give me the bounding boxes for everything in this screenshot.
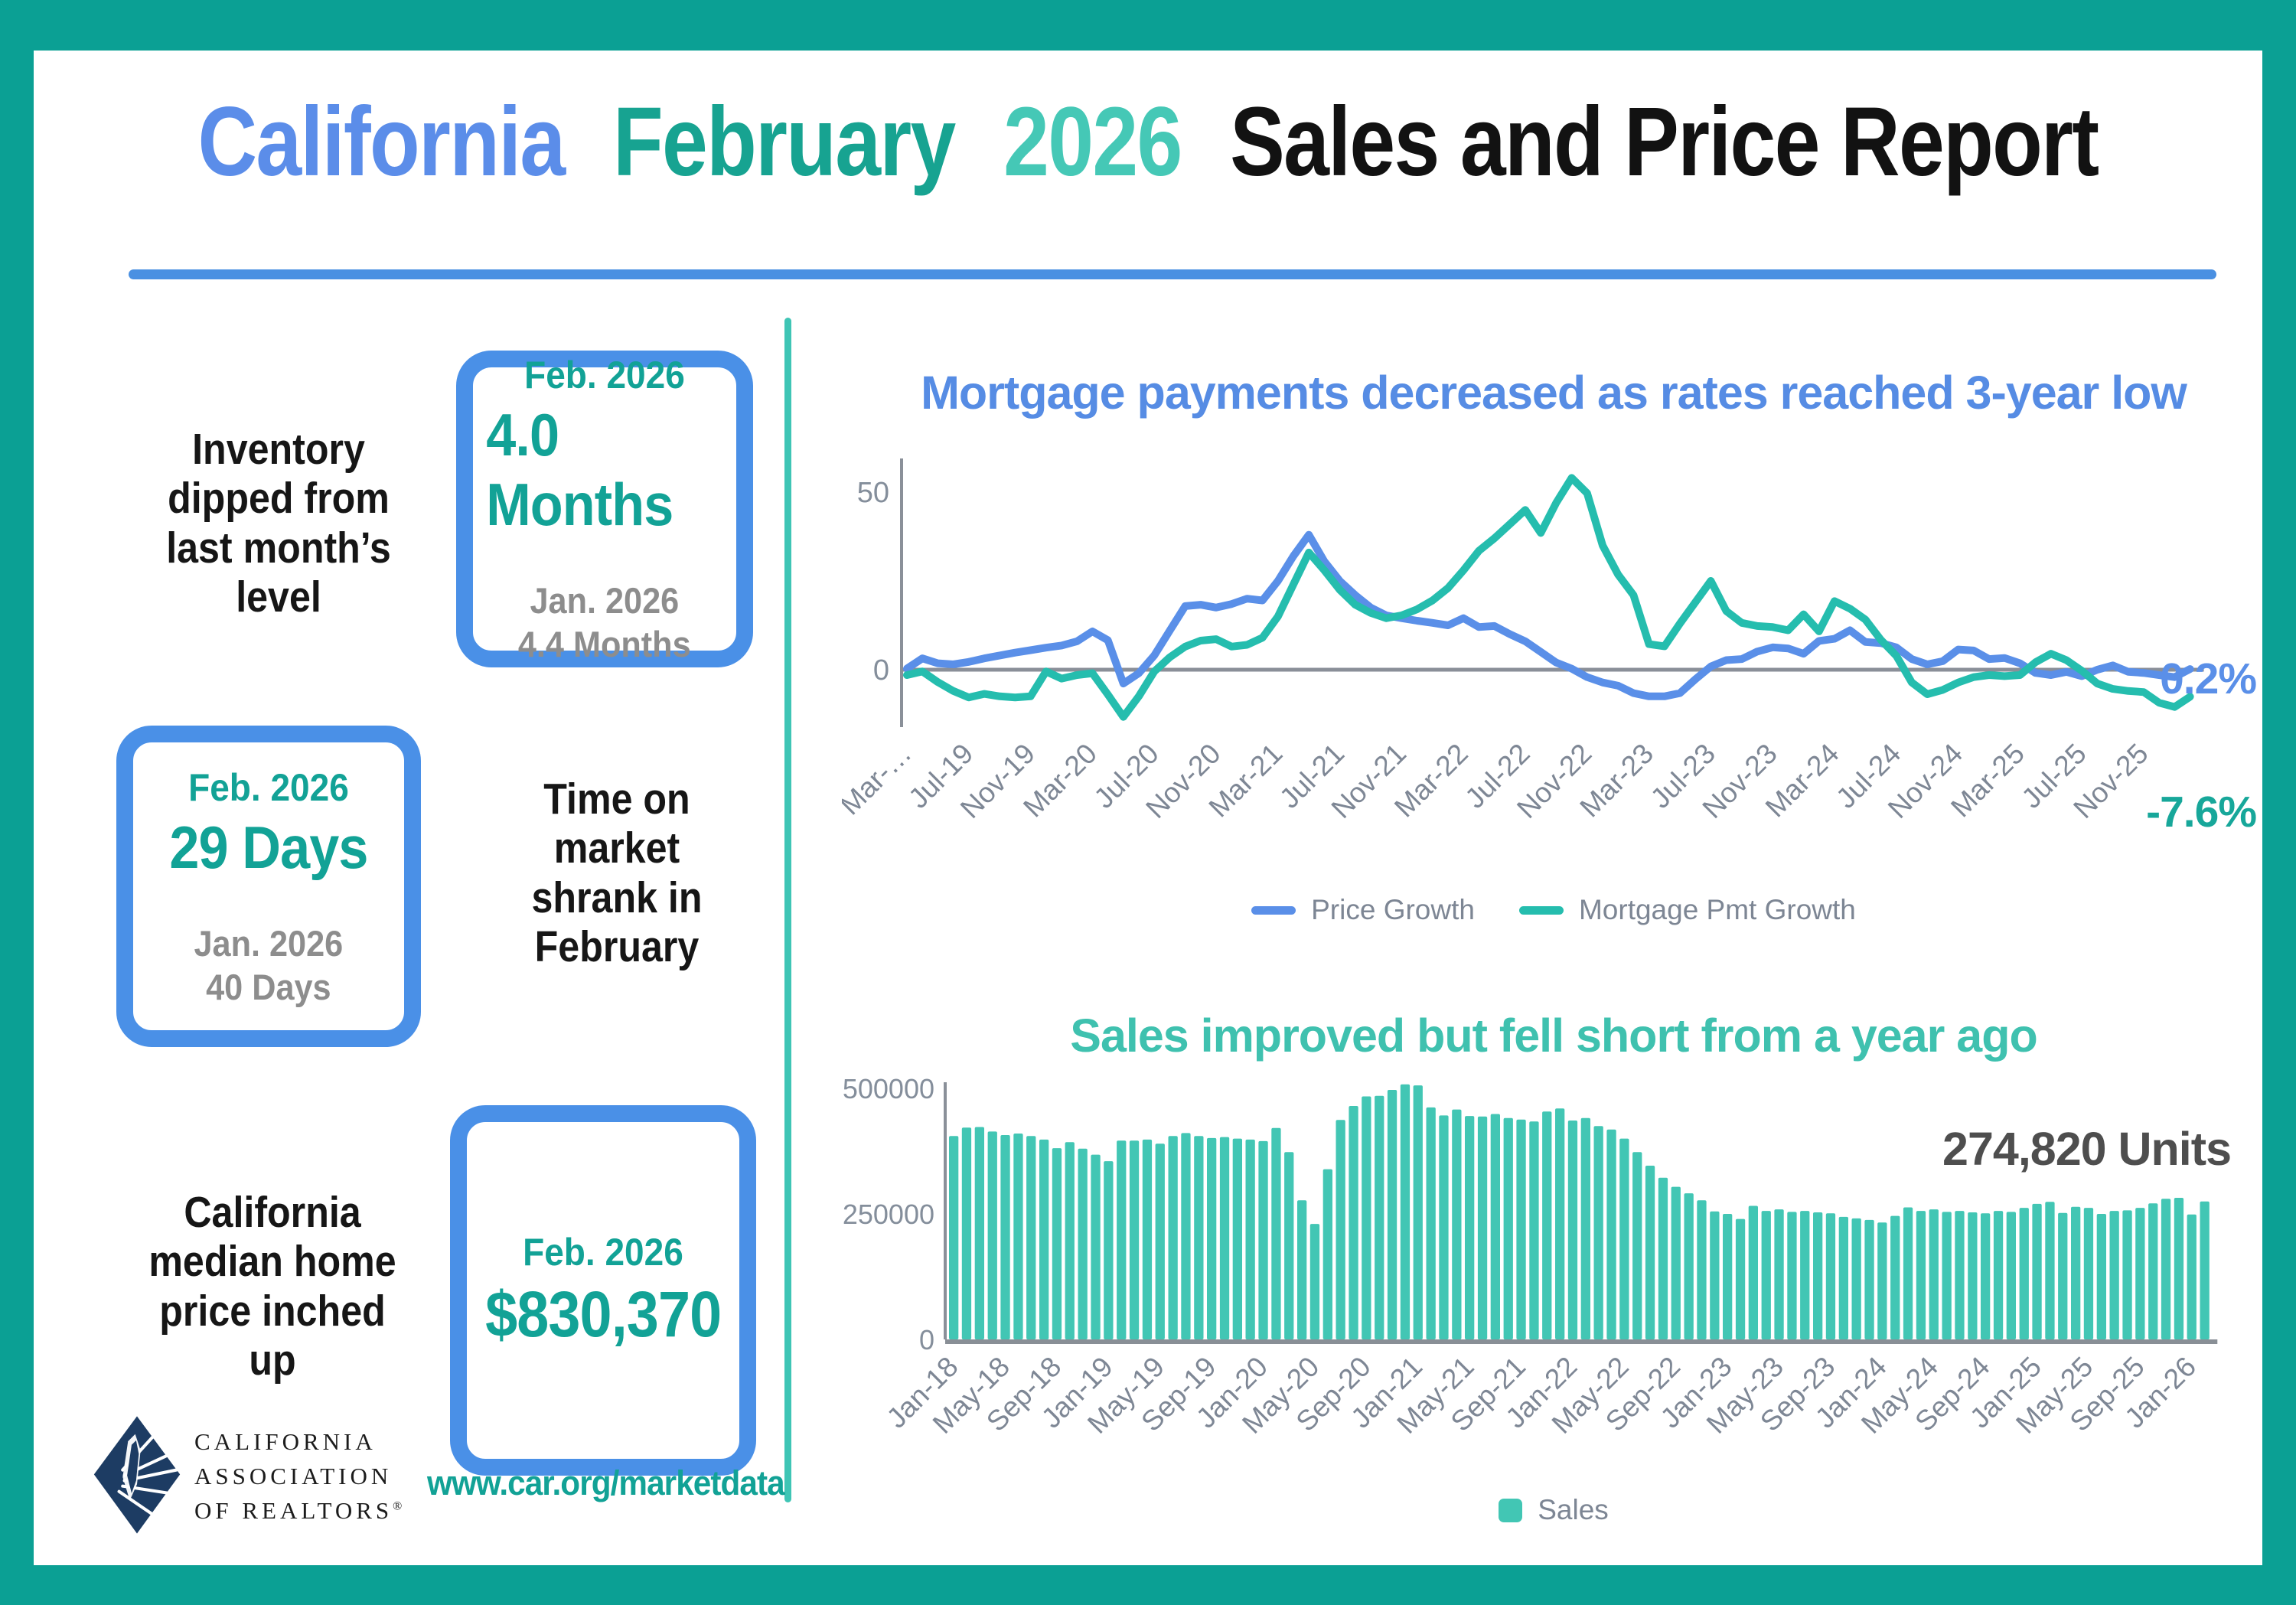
price-growth-end-label: 0.2% bbox=[2160, 654, 2257, 703]
car-logo-lines: CALIFORNIA ASSOCIATION OF REALTORS bbox=[194, 1428, 393, 1524]
inventory-prev-value: 4.4 Months bbox=[518, 624, 691, 664]
svg-text:Mar-…: Mar-… bbox=[842, 738, 918, 821]
inventory-current-value: 4.0 Months bbox=[486, 401, 673, 538]
page-title: California February 2026 Sales and Price… bbox=[0, 86, 2296, 198]
sales-chart-title: Sales improved but fell short from a yea… bbox=[1070, 1010, 2037, 1062]
mortgage-chart-title: Mortgage payments decreased as rates rea… bbox=[921, 367, 2187, 419]
inventory-current-period: Feb. 2026 bbox=[524, 354, 685, 396]
mortgage-growth-legend-label: Mortgage Pmt Growth bbox=[1578, 894, 1856, 925]
legend-item-sales: Sales bbox=[1499, 1494, 1609, 1526]
mortgage-payments-line-chart: 500Mar-…Jul-19Nov-19Mar-20Jul-20Nov-20Ma… bbox=[842, 458, 2204, 824]
marketdata-url-link[interactable]: www.car.org/marketdata bbox=[427, 1463, 785, 1502]
mortgage-chart-legend: Price Growth Mortgage Pmt Growth bbox=[842, 894, 2265, 926]
title-word-rest: Sales and Price Report bbox=[1230, 87, 2099, 197]
inventory-stat-label: Inventory dipped from last month’s level bbox=[166, 425, 391, 622]
inventory-stat-box: Feb. 2026 4.0 Months Jan. 2026 4.4 Month… bbox=[456, 351, 753, 667]
price-growth-swatch-icon bbox=[1251, 905, 1296, 915]
car-logo-icon bbox=[93, 1416, 181, 1534]
sales-chart-legend: Sales bbox=[842, 1494, 2265, 1526]
tom-prev-value: 40 Days bbox=[206, 966, 331, 1007]
car-logo-registered-mark: ® bbox=[393, 1499, 403, 1513]
svg-text:500000: 500000 bbox=[843, 1073, 934, 1104]
title-word-february: February bbox=[613, 87, 956, 197]
section-divider bbox=[784, 318, 791, 1502]
svg-text:50: 50 bbox=[857, 477, 889, 509]
tom-current-value: 29 Days bbox=[169, 813, 368, 881]
time-on-market-stat-label: Time on market shrank in February bbox=[531, 775, 703, 972]
price-growth-legend-label: Price Growth bbox=[1311, 894, 1475, 925]
price-current-value: $830,370 bbox=[484, 1277, 722, 1350]
svg-text:0: 0 bbox=[919, 1324, 934, 1355]
tom-current-period: Feb. 2026 bbox=[188, 765, 349, 809]
title-word-year: 2026 bbox=[1003, 87, 1182, 197]
time-on-market-stat-box: Feb. 2026 29 Days Jan. 2026 40 Days bbox=[116, 726, 421, 1047]
inventory-prev-period: Jan. 2026 bbox=[530, 580, 680, 621]
legend-item-mortgage-growth: Mortgage Pmt Growth bbox=[1518, 894, 1856, 926]
median-price-stat-label: California median home price inched up bbox=[148, 1188, 396, 1385]
sales-bar-chart: 5000002500000Jan-18May-18Sep-18Jan-19May… bbox=[843, 1073, 2218, 1440]
title-underline-decoration bbox=[129, 269, 2216, 279]
legend-item-price-growth: Price Growth bbox=[1251, 894, 1475, 926]
svg-text:250000: 250000 bbox=[843, 1199, 934, 1230]
svg-text:0: 0 bbox=[873, 654, 889, 687]
median-price-stat-box: Feb. 2026 $830,370 bbox=[450, 1105, 756, 1476]
car-logo-wordmark: CALIFORNIA ASSOCIATION OF REALTORS® bbox=[194, 1425, 402, 1528]
tom-prev-period: Jan. 2026 bbox=[194, 922, 344, 964]
sales-swatch-icon bbox=[1499, 1498, 1523, 1522]
title-word-california: California bbox=[197, 87, 566, 197]
mortgage-growth-swatch-icon bbox=[1518, 905, 1564, 915]
sales-units-annotation: 274,820 Units bbox=[1942, 1123, 2232, 1175]
mortgage-growth-end-label: -7.6% bbox=[2146, 788, 2257, 837]
sales-legend-label: Sales bbox=[1538, 1494, 1609, 1525]
price-current-period: Feb. 2026 bbox=[523, 1230, 683, 1274]
